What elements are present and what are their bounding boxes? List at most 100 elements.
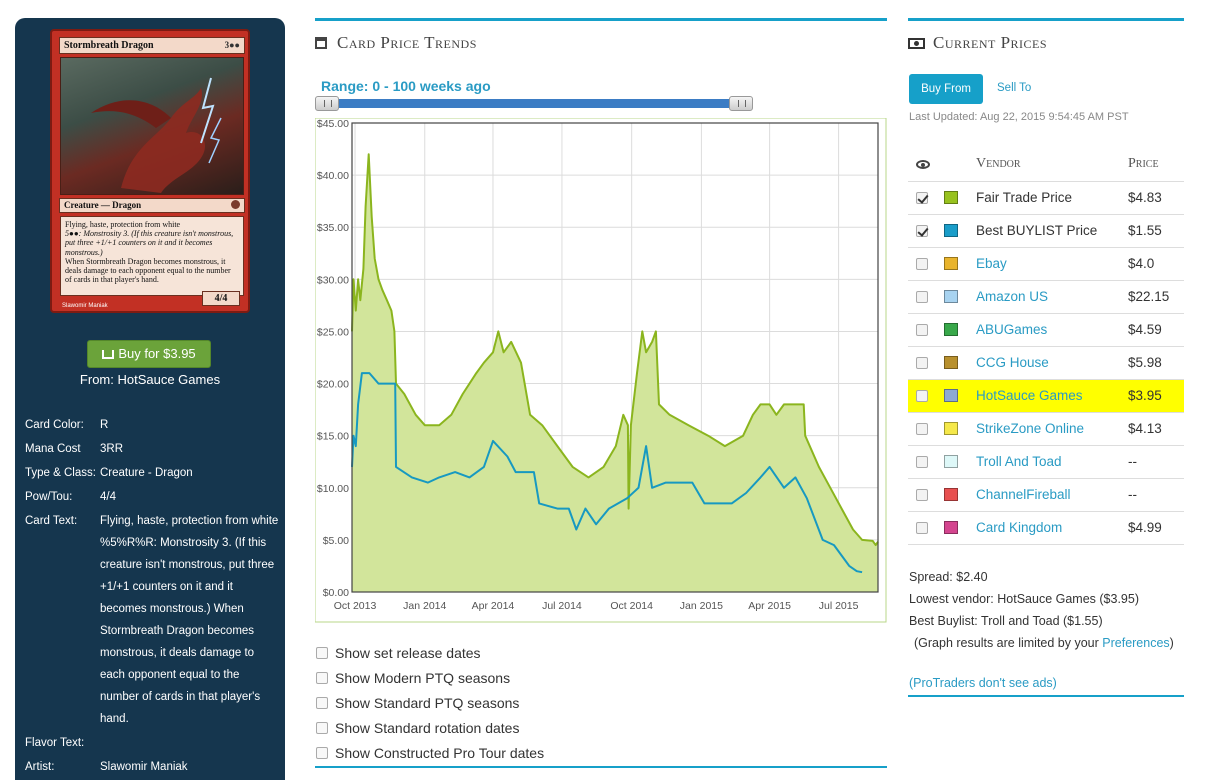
vendor-check-cell xyxy=(908,478,944,512)
vendor-name[interactable]: ABUGames xyxy=(976,313,1126,347)
vendor-name: Fair Trade Price xyxy=(976,181,1126,215)
vendor-name[interactable]: HotSauce Games xyxy=(976,379,1126,413)
vendor-row: CCG House $5.98 xyxy=(908,346,1184,380)
vendor-visibility-checkbox[interactable] xyxy=(916,488,928,501)
last-updated: Last Updated: Aug 22, 2015 9:54:45 AM PS… xyxy=(909,111,1129,123)
vendor-check-cell xyxy=(908,280,944,314)
range-handle-right[interactable] xyxy=(729,96,753,111)
vendor-color-swatch xyxy=(944,257,958,270)
vendor-swatch-cell xyxy=(944,346,976,380)
vendor-visibility-checkbox[interactable] xyxy=(916,257,928,270)
card-rules-line-2: 5●●: Monstrosity 3. (If this creature is… xyxy=(65,229,234,257)
option-row[interactable]: Show Constructed Pro Tour dates xyxy=(315,740,887,765)
buy-button[interactable]: Buy for $3.95 xyxy=(87,340,211,368)
vendor-color-swatch xyxy=(944,356,958,369)
detail-row-mana: Mana Cost 3RR xyxy=(25,438,280,460)
vendor-price: $3.95 xyxy=(1126,379,1184,413)
option-checkbox[interactable] xyxy=(316,671,328,684)
y-tick-label: $25.00 xyxy=(317,326,349,338)
x-tick-label: Jul 2014 xyxy=(542,600,582,612)
card-mana-symbols: 3●● xyxy=(224,40,240,50)
detail-value: 3RR xyxy=(100,443,124,455)
vendor-visibility-checkbox[interactable] xyxy=(916,290,928,303)
vendor-color-swatch xyxy=(944,323,958,336)
vendor-row: Best BUYLIST Price $1.55 xyxy=(908,214,1184,248)
vendor-row: Amazon US $22.15 xyxy=(908,280,1184,314)
detail-value: R xyxy=(100,419,109,431)
option-row[interactable]: Show set release dates xyxy=(315,640,887,665)
vendor-color-swatch xyxy=(944,191,958,204)
vendor-price: -- xyxy=(1126,445,1184,479)
x-tick-label: Apr 2015 xyxy=(748,600,791,612)
vendor-name[interactable]: Card Kingdom xyxy=(976,511,1126,545)
y-tick-label: $0.00 xyxy=(323,587,349,599)
vendor-visibility-checkbox[interactable] xyxy=(916,224,928,237)
vendor-row: ABUGames $4.59 xyxy=(908,313,1184,347)
option-label: Show Standard PTQ seasons xyxy=(335,694,520,711)
tab-buy-from[interactable]: Buy From xyxy=(909,74,983,104)
vendor-check-cell xyxy=(908,247,944,281)
vendor-swatch-cell xyxy=(944,181,976,215)
series-line-1 xyxy=(351,372,863,574)
vendor-price: $5.98 xyxy=(1126,346,1184,380)
option-checkbox[interactable] xyxy=(316,746,328,759)
vendor-name[interactable]: CCG House xyxy=(976,346,1126,380)
eye-icon xyxy=(916,159,930,169)
vendor-visibility-checkbox[interactable] xyxy=(916,389,928,402)
option-checkbox[interactable] xyxy=(316,696,328,709)
set-symbol-icon xyxy=(231,200,240,209)
card-image: Stormbreath Dragon 3●● Creature — Dragon… xyxy=(50,29,250,313)
vendor-check-cell xyxy=(908,313,944,347)
vendor-swatch-cell xyxy=(944,445,976,479)
vendor-name: Best BUYLIST Price xyxy=(976,214,1126,248)
cart-icon xyxy=(102,350,115,359)
vendor-visibility-checkbox[interactable] xyxy=(916,521,928,534)
section-rule xyxy=(315,766,887,768)
card-artist-credit: Slawomir Maniak xyxy=(62,303,108,309)
vendor-check-cell xyxy=(908,181,944,215)
vendor-visibility-checkbox[interactable] xyxy=(916,455,928,468)
vendor-visibility-checkbox[interactable] xyxy=(916,323,928,336)
buy-button-label: Buy for $3.95 xyxy=(118,346,196,361)
vendor-check-cell xyxy=(908,379,944,413)
protraders-note[interactable]: (ProTraders don't see ads) xyxy=(909,676,1057,690)
graph-note-suffix: ) xyxy=(1169,636,1174,650)
option-label: Show set release dates xyxy=(335,644,481,661)
range-slider-fill xyxy=(315,99,753,108)
detail-value xyxy=(100,732,280,754)
vendor-visibility-checkbox[interactable] xyxy=(916,422,928,435)
range-handle-left[interactable] xyxy=(315,96,339,111)
vendor-color-swatch xyxy=(944,422,958,435)
detail-label: Flavor Text: xyxy=(25,737,85,749)
price-summary: Spread: $2.40 Lowest vendor: HotSauce Ga… xyxy=(909,566,1174,654)
series-line-0 xyxy=(351,153,879,547)
option-checkbox[interactable] xyxy=(316,721,328,734)
vendor-rows: Fair Trade Price $4.83 Best BUYLIST Price $… xyxy=(908,181,1184,545)
section-rule xyxy=(908,18,1184,21)
option-row[interactable]: Show Standard PTQ seasons xyxy=(315,690,887,715)
vendor-name[interactable]: Ebay xyxy=(976,247,1126,281)
y-tick-label: $35.00 xyxy=(317,222,349,234)
visibility-header xyxy=(908,148,944,182)
vendor-visibility-checkbox[interactable] xyxy=(916,191,928,204)
vendor-visibility-checkbox[interactable] xyxy=(916,356,928,369)
vendor-name[interactable]: ChannelFireball xyxy=(976,478,1126,512)
option-row[interactable]: Show Standard rotation dates xyxy=(315,715,887,740)
trends-heading-text: Card Price Trends xyxy=(337,33,477,52)
price-trends-panel: Card Price Trends Range: 0 - 100 weeks a… xyxy=(315,18,887,768)
section-rule xyxy=(908,695,1184,697)
detail-label: Card Color: xyxy=(25,419,84,431)
detail-row-type: Type & Class: Creature - Dragon xyxy=(25,462,280,484)
vendor-name[interactable]: Troll And Toad xyxy=(976,445,1126,479)
vendor-name[interactable]: Amazon US xyxy=(976,280,1126,314)
tab-sell-to[interactable]: Sell To xyxy=(997,82,1032,94)
price-column-header: Price xyxy=(1126,148,1184,182)
prices-heading-text: Current Prices xyxy=(933,33,1048,52)
preferences-link[interactable]: Preferences xyxy=(1102,636,1170,650)
vendor-price: $4.83 xyxy=(1126,181,1184,215)
y-tick-label: $5.00 xyxy=(323,535,349,547)
card-name-bar: Stormbreath Dragon 3●● xyxy=(59,37,245,54)
option-checkbox[interactable] xyxy=(316,646,328,659)
vendor-name[interactable]: StrikeZone Online xyxy=(976,412,1126,446)
option-row[interactable]: Show Modern PTQ seasons xyxy=(315,665,887,690)
